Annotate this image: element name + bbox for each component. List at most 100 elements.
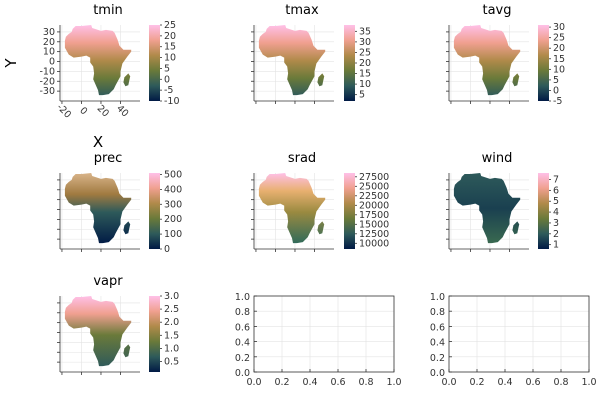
colorbar-tick-label: 10	[359, 79, 371, 90]
y-tick-label: 30	[43, 27, 55, 38]
colorbar-tick-label: 500	[164, 169, 182, 180]
y-tick-label: 0.6	[235, 322, 250, 333]
y-tick-label: 1.0	[430, 292, 445, 303]
colorbar-vapr	[149, 296, 160, 372]
colorbar-tick-label: 100	[164, 229, 182, 240]
colorbar-tick-label: 5	[553, 196, 559, 207]
madagascar-map-wind	[512, 221, 520, 235]
y-tick-label: -20	[39, 76, 55, 87]
x-tick-label: 20	[95, 103, 111, 119]
madagascar-map-srad	[317, 221, 325, 235]
colorbar-tick-label: 1	[553, 240, 559, 251]
colorbar-tick-label: 1.0	[164, 343, 179, 354]
colorbar-tick-label: 0.5	[164, 357, 179, 368]
africa-map-prec	[64, 173, 132, 244]
y-tick-label: 0.0	[430, 368, 445, 379]
y-tick-label: 0.2	[430, 353, 445, 364]
y-tick-label: 0.0	[235, 368, 250, 379]
madagascar-map-tavg	[512, 73, 520, 87]
colorbar-tick-label: 4	[553, 207, 559, 218]
colorbar-tick-label: 5	[164, 63, 170, 74]
africa-map-wind	[453, 173, 521, 244]
colorbar-tick-label: 12500	[359, 229, 389, 240]
colorbar-tick-label: 10	[164, 53, 176, 64]
africa-map-tmax	[258, 25, 326, 96]
y-tick-label: 1.0	[235, 292, 250, 303]
x-tick-label: 0	[77, 105, 89, 117]
madagascar-map-tmax	[317, 73, 325, 87]
x-tick-label: -20	[54, 102, 73, 121]
colorbar-tick-label: 25	[553, 33, 565, 44]
africa-map-tavg	[453, 25, 521, 96]
colorbar-tick-label: 10	[553, 64, 565, 75]
colorbar-tick-label: 7	[553, 175, 559, 186]
colorbar-tick-label: 2	[553, 229, 559, 240]
colorbar-tick-label: 15000	[359, 219, 389, 230]
colorbar-tick-label: 20	[553, 43, 565, 54]
colorbar-tmin	[149, 25, 160, 101]
y-tick-label: 0.8	[235, 307, 250, 318]
colorbar-tick-label: 15	[359, 69, 371, 80]
colorbar-tick-label: 2.0	[164, 317, 179, 328]
colorbar-tick-label: 20000	[359, 200, 389, 211]
colorbar-tick-label: -5	[164, 85, 173, 96]
colorbar-tick-label: 30	[553, 22, 565, 33]
panel-title-tmax: tmax	[285, 3, 319, 18]
empty-axes-frame	[253, 295, 395, 373]
colorbar-tick-label: -5	[553, 96, 562, 107]
madagascar-map-tmin	[123, 73, 131, 87]
colorbar-tick-label: 6	[553, 185, 559, 196]
x-tick-label: 0.2	[469, 377, 484, 388]
panel-title-tavg: tavg	[482, 3, 511, 18]
colorbar-tick-label: 0	[164, 244, 170, 255]
x-tick-label: 40	[114, 103, 130, 119]
africa-map-tmin	[64, 25, 132, 96]
panel-title-prec: prec	[94, 151, 122, 166]
colorbar-tick-label: 20	[359, 58, 371, 69]
y-tick-label: 0.6	[430, 322, 445, 333]
africa-map-srad	[258, 173, 326, 244]
colorbar-tick-label: 20	[164, 31, 176, 42]
colorbar-tick-label: -10	[164, 96, 180, 107]
colorbar-tick-label: 2.5	[164, 304, 179, 315]
x-tick-label: 1.0	[386, 377, 401, 388]
colorbar-srad	[344, 173, 355, 249]
x-tick-label: 0.4	[497, 377, 512, 388]
empty-axes-frame	[448, 295, 590, 373]
x-tick-label: 0.6	[330, 377, 345, 388]
x-tick-label: 0.8	[553, 377, 568, 388]
x-tick-label: 0.8	[358, 377, 373, 388]
colorbar-tick-label: 3	[553, 218, 559, 229]
y-tick-label: -30	[39, 86, 55, 97]
panel-title-tmin: tmin	[93, 3, 123, 18]
madagascar-map-prec	[123, 221, 131, 235]
x-tick-label: 1.0	[581, 377, 596, 388]
colorbar-tick-label: 0	[164, 74, 170, 85]
colorbar-tick-label: 25	[164, 20, 176, 31]
colorbar-tick-label: 1.5	[164, 330, 179, 341]
colorbar-tick-label: 25000	[359, 181, 389, 192]
x-tick-label: 0.4	[302, 377, 317, 388]
y-tick-label: 0.2	[235, 353, 250, 364]
x-axis-label: X	[93, 133, 103, 151]
panel-title-vapr: vapr	[93, 274, 123, 289]
y-tick-label: 20	[43, 37, 55, 48]
colorbar-tick-label: 27500	[359, 172, 389, 183]
colorbar-tick-label: 5	[359, 90, 365, 101]
x-tick-label: 0.6	[525, 377, 540, 388]
y-axis-label: Y	[2, 58, 20, 69]
colorbar-tick-label: 17500	[359, 210, 389, 221]
colorbar-tick-label: 30	[359, 37, 371, 48]
colorbar-tick-label: 10000	[359, 238, 389, 249]
y-tick-label: 0.4	[235, 338, 250, 349]
colorbar-tmax	[344, 25, 355, 101]
colorbar-prec	[149, 173, 160, 249]
africa-map-vapr	[64, 296, 132, 367]
x-tick-label: 0.2	[274, 377, 289, 388]
colorbar-tick-label: 5	[553, 75, 559, 86]
y-tick-label: -10	[39, 66, 55, 77]
colorbar-tick-label: 0	[553, 85, 559, 96]
y-tick-label: 0	[49, 57, 55, 68]
colorbar-tick-label: 35	[359, 26, 371, 37]
